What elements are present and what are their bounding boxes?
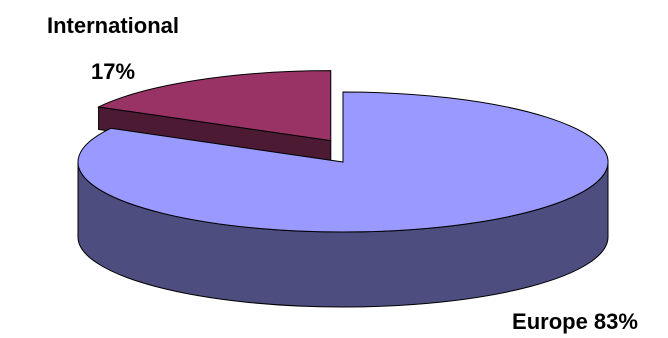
label-international-name: International bbox=[47, 13, 179, 38]
label-europe: Europe 83% bbox=[512, 309, 638, 334]
label-international-value: 17% bbox=[91, 59, 135, 84]
pie-slices bbox=[78, 71, 608, 307]
